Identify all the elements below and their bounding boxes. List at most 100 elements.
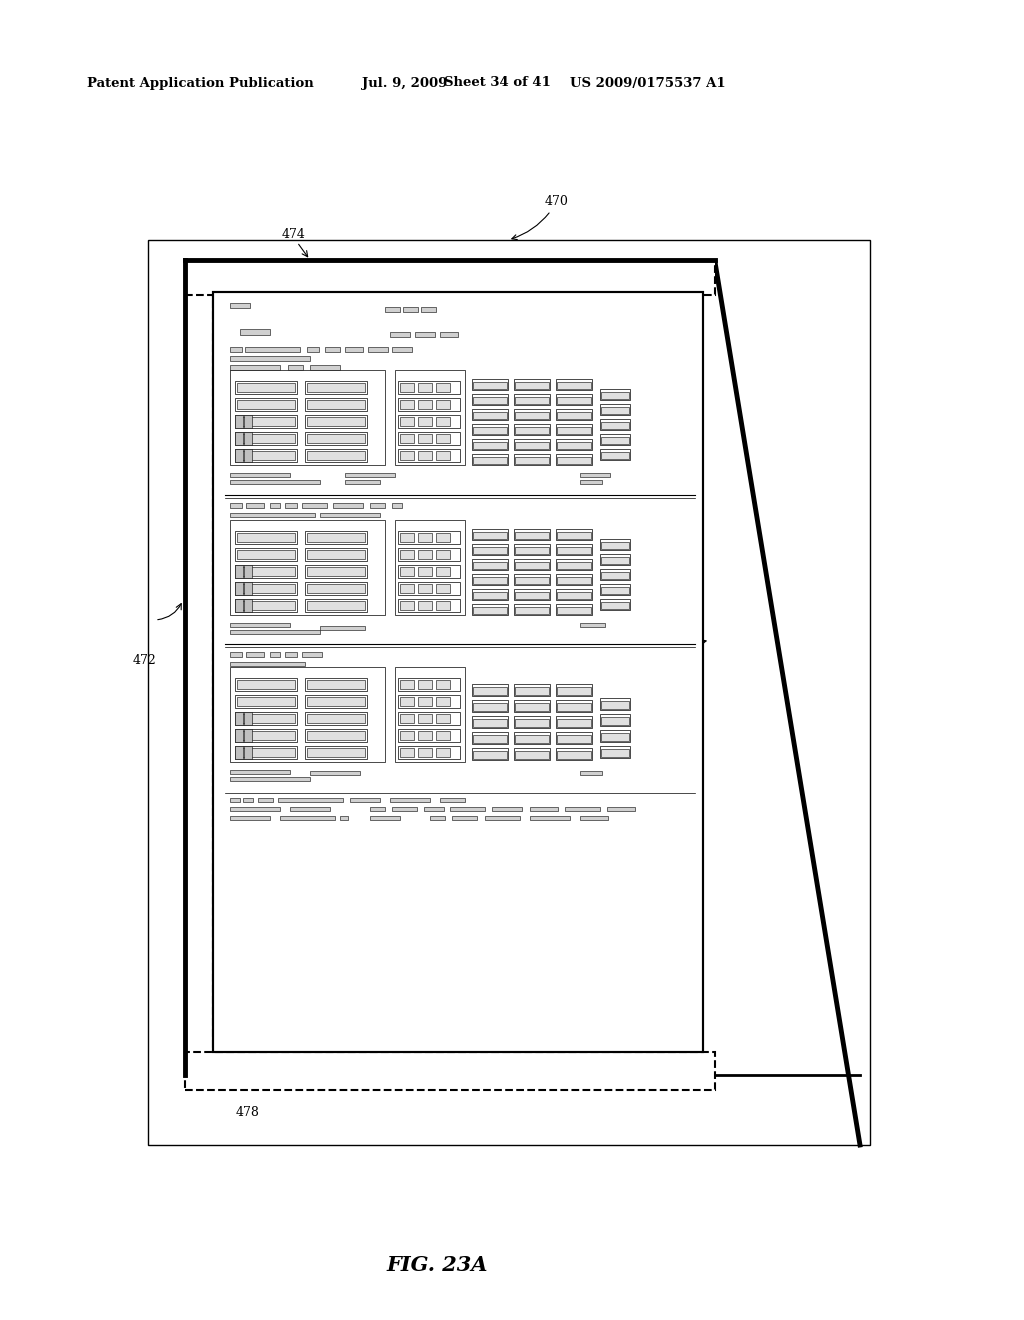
Bar: [398, 548, 460, 561]
Bar: [234, 432, 297, 445]
Bar: [515, 719, 549, 727]
Bar: [472, 700, 508, 711]
Bar: [556, 424, 592, 436]
Bar: [515, 381, 549, 389]
Bar: [230, 630, 319, 634]
Bar: [234, 432, 243, 445]
Bar: [400, 680, 414, 689]
Bar: [307, 434, 365, 444]
Text: 470: 470: [512, 195, 569, 240]
Bar: [237, 697, 295, 706]
Text: FIG. 23A: FIG. 23A: [386, 1255, 487, 1275]
Bar: [370, 503, 385, 508]
Bar: [390, 333, 410, 337]
Bar: [485, 816, 520, 820]
Bar: [234, 381, 297, 393]
Bar: [418, 550, 432, 558]
Bar: [244, 711, 252, 725]
Bar: [472, 684, 508, 696]
Bar: [601, 392, 629, 399]
Bar: [515, 442, 549, 449]
Bar: [234, 678, 297, 690]
Bar: [400, 697, 414, 706]
Text: Patent Application Publication: Patent Application Publication: [87, 77, 313, 90]
Bar: [307, 550, 365, 558]
Bar: [473, 686, 507, 696]
Bar: [237, 583, 295, 593]
Bar: [600, 449, 630, 459]
Bar: [436, 583, 450, 593]
Bar: [305, 565, 367, 578]
Bar: [514, 715, 550, 729]
Bar: [514, 589, 550, 601]
Bar: [305, 711, 367, 725]
Bar: [398, 449, 460, 462]
Bar: [418, 601, 432, 610]
Bar: [580, 771, 602, 775]
Bar: [557, 412, 591, 418]
Bar: [230, 347, 242, 352]
Bar: [473, 412, 507, 418]
Bar: [237, 714, 295, 723]
Bar: [580, 623, 605, 627]
Bar: [230, 807, 280, 810]
Text: US 2009/0175537 A1: US 2009/0175537 A1: [570, 77, 726, 90]
Bar: [473, 607, 507, 614]
Bar: [234, 565, 297, 578]
Bar: [436, 680, 450, 689]
Bar: [556, 558, 592, 570]
Bar: [436, 550, 450, 558]
Bar: [557, 686, 591, 696]
Bar: [600, 730, 630, 742]
Bar: [473, 751, 507, 759]
Bar: [305, 449, 367, 462]
Bar: [415, 333, 435, 337]
Bar: [285, 503, 297, 508]
Bar: [305, 599, 367, 612]
Bar: [472, 379, 508, 389]
Bar: [418, 533, 432, 543]
Bar: [400, 400, 414, 409]
Bar: [473, 546, 507, 554]
Bar: [557, 546, 591, 554]
Bar: [148, 240, 870, 1144]
Bar: [515, 577, 549, 583]
Bar: [270, 503, 280, 508]
Bar: [244, 582, 252, 595]
Bar: [244, 432, 252, 445]
Bar: [515, 686, 549, 696]
Bar: [400, 601, 414, 610]
Bar: [601, 572, 629, 579]
Bar: [418, 417, 432, 426]
Bar: [278, 799, 343, 803]
Bar: [345, 347, 362, 352]
Bar: [230, 366, 280, 370]
Bar: [607, 807, 635, 810]
Bar: [392, 807, 417, 810]
Bar: [370, 816, 400, 820]
Bar: [556, 589, 592, 601]
Bar: [244, 414, 252, 428]
Bar: [240, 329, 270, 335]
Bar: [307, 697, 365, 706]
Bar: [600, 746, 630, 758]
Bar: [418, 383, 432, 392]
Bar: [307, 568, 365, 576]
Bar: [398, 711, 460, 725]
Bar: [400, 583, 414, 593]
Bar: [601, 717, 629, 725]
Bar: [307, 533, 365, 543]
Bar: [185, 1052, 715, 1090]
Bar: [514, 733, 550, 744]
Bar: [418, 583, 432, 593]
Bar: [234, 531, 297, 544]
Bar: [234, 746, 243, 759]
Bar: [400, 383, 414, 392]
Bar: [213, 292, 703, 1052]
Bar: [234, 449, 243, 462]
Bar: [290, 807, 330, 810]
Bar: [234, 399, 297, 411]
Bar: [400, 550, 414, 558]
Text: 478: 478: [236, 1106, 260, 1118]
Bar: [515, 412, 549, 418]
